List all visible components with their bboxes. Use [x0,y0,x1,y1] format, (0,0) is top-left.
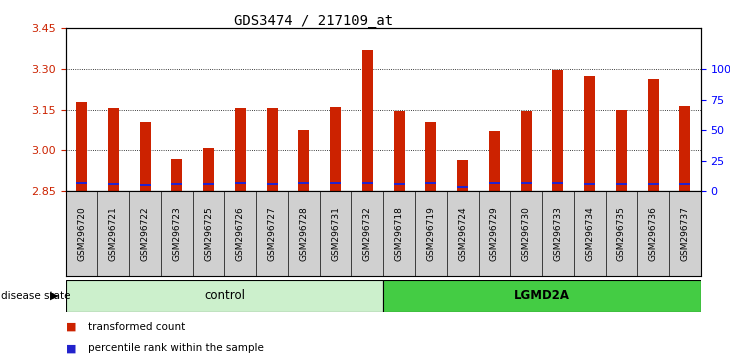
Text: GSM296718: GSM296718 [395,206,404,261]
Text: GDS3474 / 217109_at: GDS3474 / 217109_at [234,14,393,28]
Text: GSM296726: GSM296726 [236,206,245,261]
Bar [203,148,214,191]
Bar [362,50,373,191]
Bar [76,182,87,184]
Bar [330,107,341,191]
Bar [553,182,564,184]
Bar [616,183,627,185]
Bar [330,182,341,184]
Bar [139,122,150,191]
Text: GSM296728: GSM296728 [299,206,308,261]
Text: GSM296724: GSM296724 [458,206,467,261]
Bar [616,110,627,191]
Bar [139,184,150,186]
Bar [393,111,404,191]
Text: GSM296727: GSM296727 [268,206,277,261]
Bar [648,79,658,191]
Bar [553,70,564,191]
Bar [76,102,87,191]
Text: GSM296729: GSM296729 [490,206,499,261]
Text: GSM296722: GSM296722 [141,206,150,261]
Text: GSM296735: GSM296735 [617,206,626,261]
Bar [584,76,595,191]
Bar [457,160,468,191]
Bar [648,183,658,185]
Text: GSM296734: GSM296734 [585,206,594,261]
Text: transformed count: transformed count [88,322,185,332]
Text: control: control [204,289,245,302]
Bar [520,111,531,191]
Text: GSM296732: GSM296732 [363,206,372,261]
Text: GSM296736: GSM296736 [649,206,658,261]
Bar [66,280,383,312]
Bar [266,108,277,191]
Text: GSM296731: GSM296731 [331,206,340,261]
Text: GSM296723: GSM296723 [172,206,181,261]
Bar [266,183,277,185]
Bar [203,183,214,185]
Bar [362,182,373,184]
Text: GSM296730: GSM296730 [522,206,531,261]
Bar [489,182,500,184]
Bar [235,182,246,184]
Text: ▶: ▶ [50,291,58,301]
Bar [489,131,500,191]
Bar [584,183,595,185]
Text: GSM296719: GSM296719 [426,206,435,261]
Text: GSM296725: GSM296725 [204,206,213,261]
Text: percentile rank within the sample: percentile rank within the sample [88,343,264,353]
Bar [383,280,701,312]
Text: GSM296720: GSM296720 [77,206,86,261]
Bar [299,182,310,184]
Bar [172,183,182,185]
Bar [299,130,310,191]
Bar [235,108,246,191]
Bar [393,183,404,185]
Bar [520,182,531,184]
Bar [108,108,119,191]
Text: disease state: disease state [1,291,70,301]
Text: GSM296737: GSM296737 [680,206,689,261]
Text: ■: ■ [66,343,76,353]
Bar [457,186,468,188]
Text: GSM296721: GSM296721 [109,206,118,261]
Bar [680,105,691,191]
Bar [172,159,182,191]
Bar [108,183,119,185]
Bar [426,182,437,184]
Text: ■: ■ [66,322,76,332]
Bar [680,183,691,185]
Text: LGMD2A: LGMD2A [514,289,570,302]
Text: GSM296733: GSM296733 [553,206,562,261]
Bar [426,122,437,191]
